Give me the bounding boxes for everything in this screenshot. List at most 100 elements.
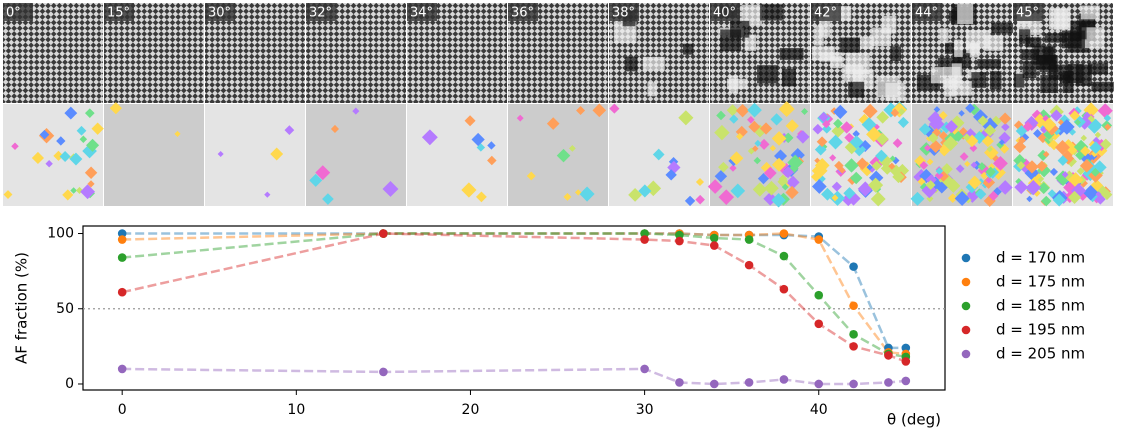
image-texture <box>729 75 739 94</box>
label-box <box>811 3 841 21</box>
domain <box>967 175 982 190</box>
domain <box>695 194 705 205</box>
legend-label: d = 195 nm <box>996 321 1085 339</box>
domain <box>1089 118 1103 132</box>
image-texture <box>1021 49 1039 61</box>
domain <box>973 109 988 125</box>
domain <box>309 173 323 187</box>
image-texture <box>625 56 638 72</box>
image-texture <box>741 4 763 26</box>
domain <box>917 177 926 186</box>
domain-map <box>104 104 204 206</box>
domain <box>993 155 1008 171</box>
domain <box>471 132 485 147</box>
domain <box>1082 185 1099 201</box>
domain <box>777 176 789 188</box>
domain <box>1025 160 1039 174</box>
domain <box>487 155 497 166</box>
data-point <box>640 229 649 238</box>
domain <box>39 129 50 140</box>
domain <box>91 122 104 135</box>
domain <box>962 133 971 142</box>
domain <box>764 180 779 196</box>
image-texture <box>1091 81 1114 92</box>
y-tick-label: 100 <box>47 226 74 242</box>
domain <box>852 130 860 138</box>
domain <box>958 110 965 117</box>
image-texture <box>860 36 874 49</box>
domain <box>831 124 845 138</box>
image-texture <box>1044 33 1067 43</box>
data-point <box>779 284 789 294</box>
series-line <box>121 232 907 363</box>
domain <box>76 125 87 136</box>
domain <box>918 123 932 136</box>
domain <box>891 102 907 118</box>
domain <box>762 162 771 171</box>
data-point <box>901 343 911 353</box>
panel-label: 30° <box>208 6 231 21</box>
domain <box>1090 167 1100 177</box>
series-line <box>122 232 906 350</box>
domain <box>1042 117 1057 132</box>
panel-label: 38° <box>612 6 635 21</box>
domain <box>382 181 399 197</box>
image-texture <box>812 46 835 61</box>
domain <box>862 103 878 119</box>
image-texture <box>990 71 1002 90</box>
data-point <box>675 236 684 246</box>
domain <box>1083 111 1091 119</box>
series-line <box>122 367 906 386</box>
data-point <box>117 229 127 238</box>
domain <box>718 189 735 205</box>
legend-marker <box>961 349 971 359</box>
image-texture <box>957 3 973 24</box>
image-texture <box>1048 8 1068 30</box>
image-texture <box>939 28 949 44</box>
domain <box>1055 139 1070 155</box>
domain <box>322 193 334 205</box>
domain <box>858 113 871 126</box>
domain <box>284 125 295 135</box>
domain <box>897 107 906 116</box>
domain <box>770 113 783 126</box>
legend-label: d = 185 nm <box>996 297 1085 315</box>
domain <box>968 103 980 116</box>
domain <box>942 135 959 151</box>
panel-label: 32° <box>309 6 332 21</box>
domain <box>1022 121 1033 132</box>
domain <box>977 162 987 171</box>
domain <box>814 143 827 156</box>
domain <box>831 194 839 202</box>
domain <box>476 191 487 203</box>
domain <box>1095 193 1106 205</box>
domain <box>1016 161 1026 170</box>
domain <box>726 104 739 117</box>
domain <box>965 180 979 194</box>
domain <box>814 157 830 173</box>
domain <box>1057 155 1069 166</box>
data-point <box>709 233 719 243</box>
domain <box>1013 140 1027 154</box>
data-point <box>779 375 789 384</box>
domain <box>970 161 978 169</box>
image-texture <box>977 59 1001 69</box>
domain-map <box>407 104 507 206</box>
domain <box>3 190 13 199</box>
image-texture <box>819 16 831 37</box>
domain <box>844 140 859 155</box>
domain <box>718 161 729 173</box>
domain <box>1089 141 1102 154</box>
domain <box>574 189 582 196</box>
image-texture <box>1022 61 1037 79</box>
domain <box>925 180 936 190</box>
domain <box>996 140 1005 149</box>
x-tick-label: 20 <box>462 402 480 418</box>
data-point <box>814 290 824 300</box>
domain <box>866 126 882 143</box>
domain <box>69 152 83 166</box>
domain <box>935 181 948 194</box>
domain <box>1061 171 1069 178</box>
domain <box>729 164 737 172</box>
label-box <box>407 3 437 21</box>
